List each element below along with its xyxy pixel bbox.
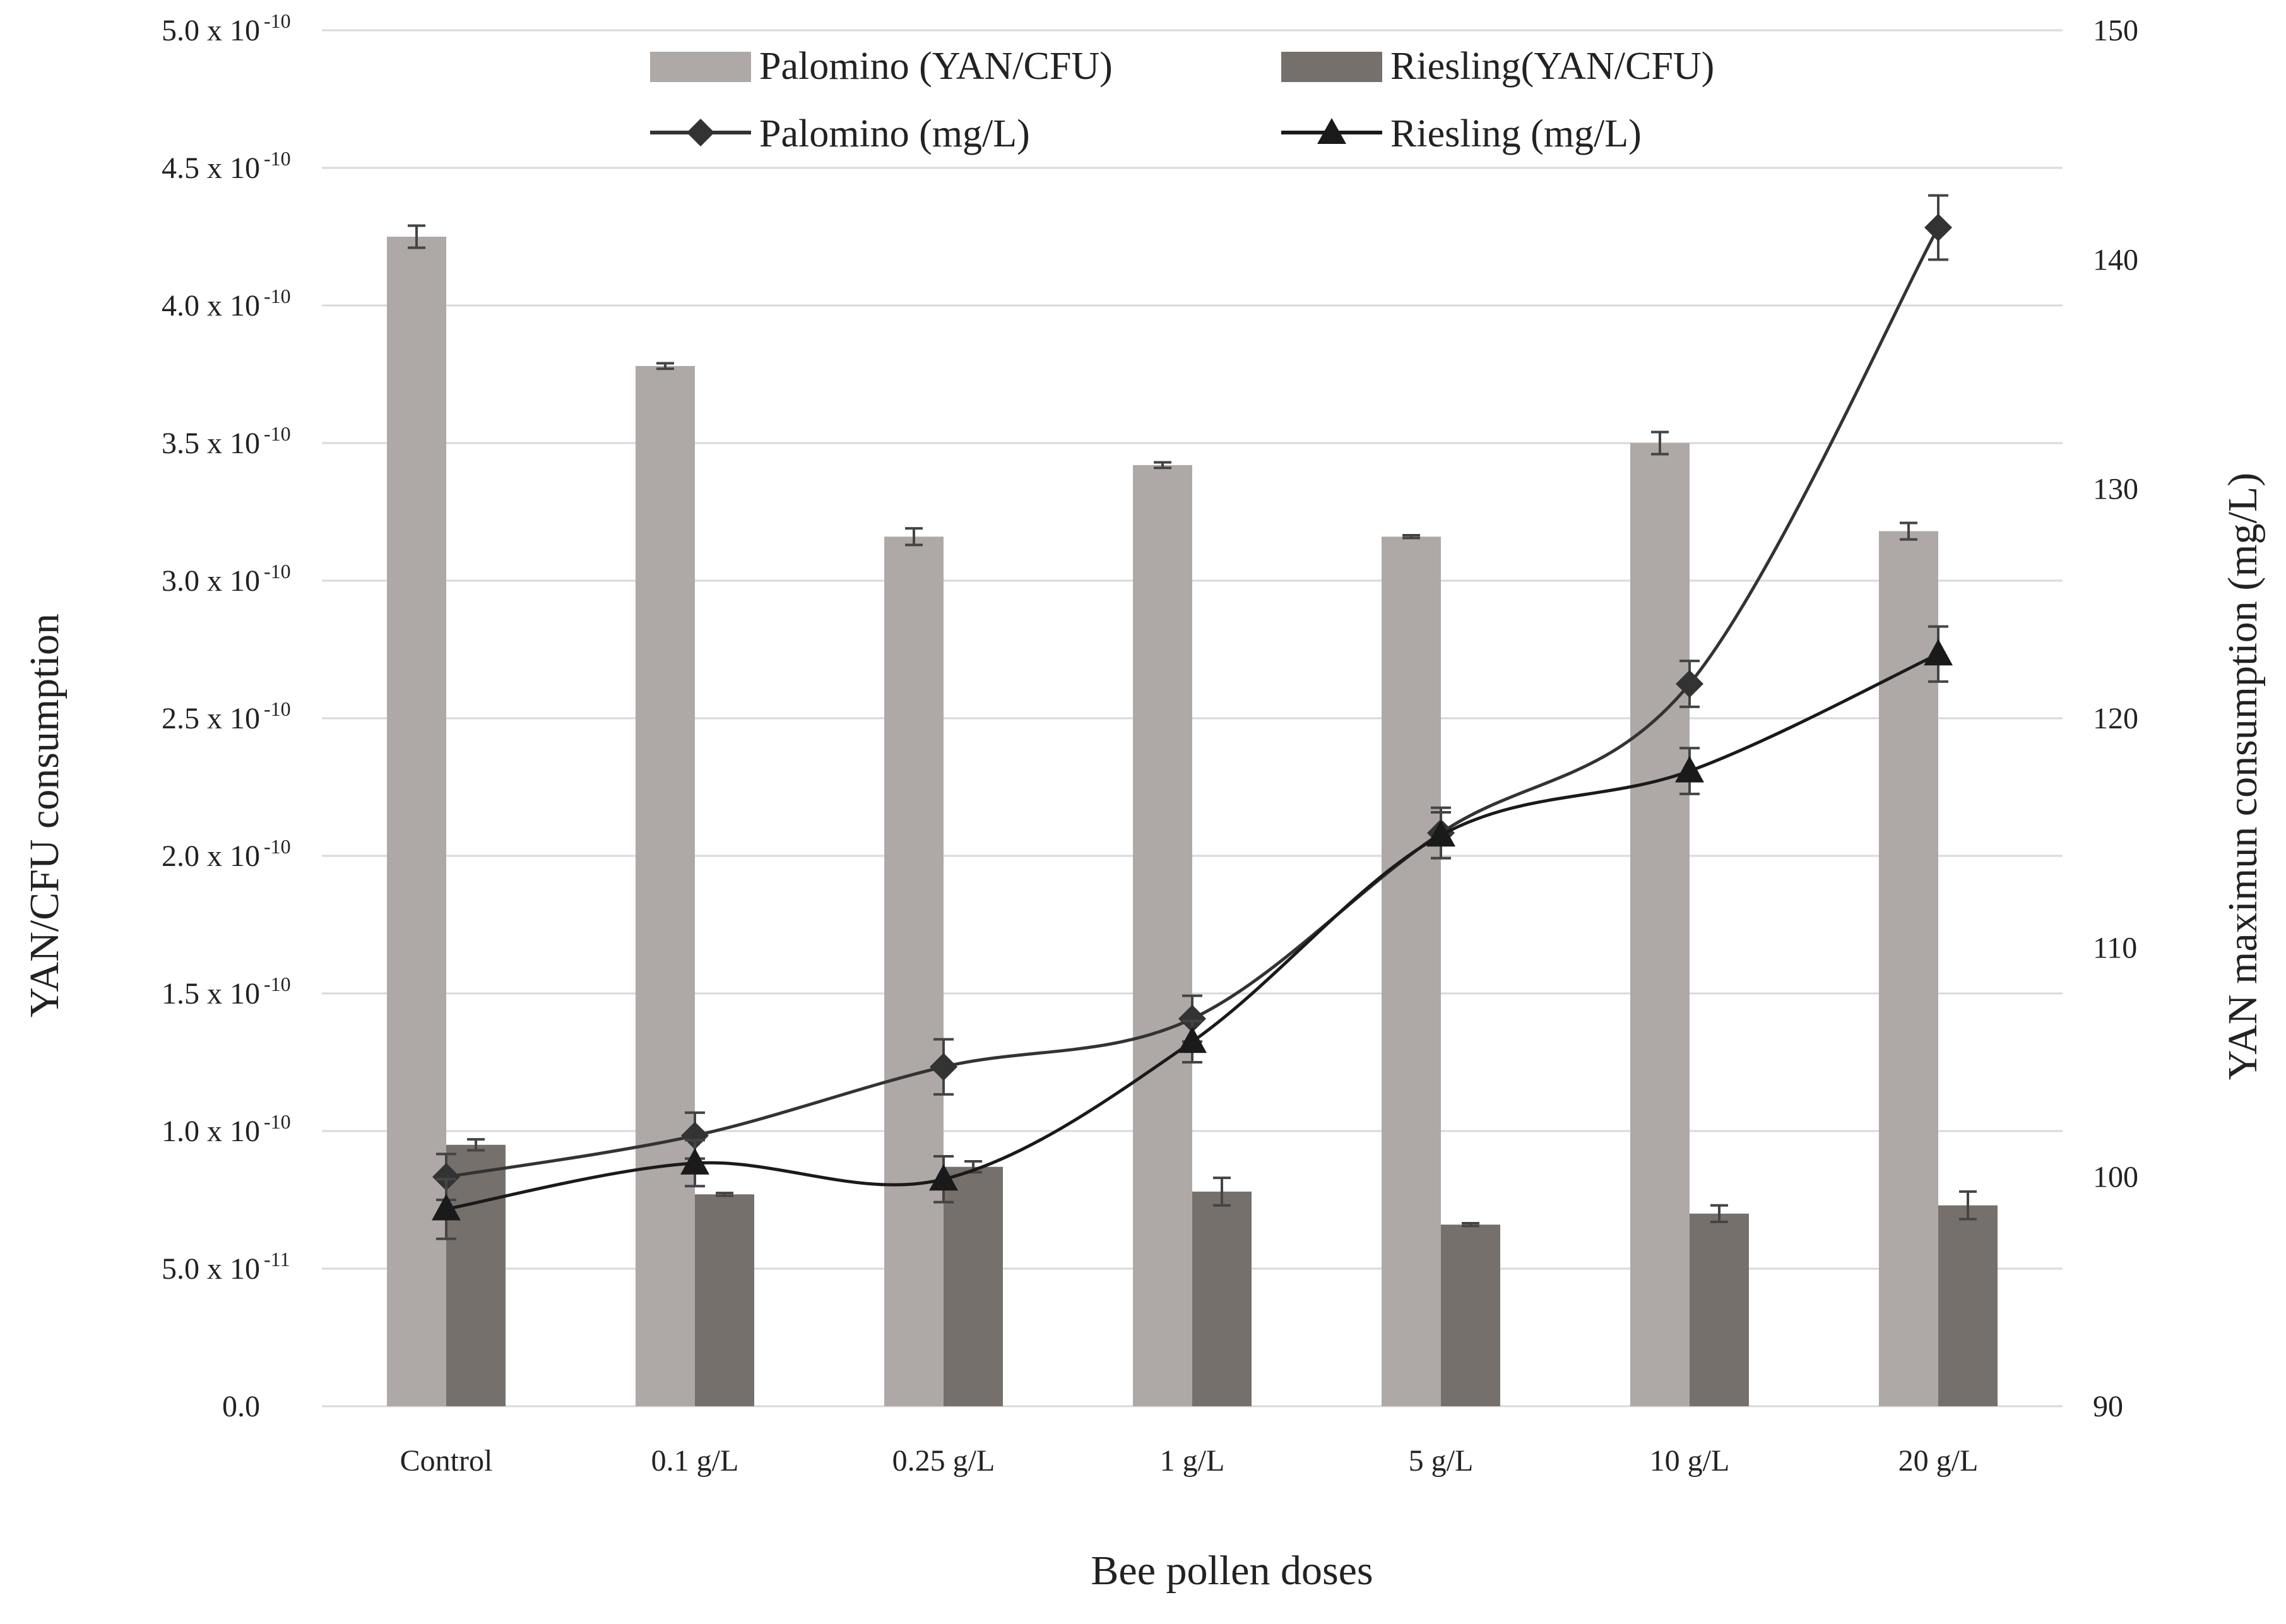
legend-marker-diamond	[687, 119, 714, 146]
point-riesling	[432, 1194, 461, 1221]
point-riesling	[1178, 1026, 1207, 1053]
y-tick-label: 5.0 x 10	[162, 1252, 260, 1286]
point-palomino	[681, 1122, 709, 1150]
left-axis-ticks: 0.05.0 x 10 -111.0 x 10 -101.5 x 10 -102.0 …	[162, 9, 291, 1423]
x-tick-label: Control	[400, 1444, 493, 1478]
x-tick-label: 0.25 g/L	[892, 1444, 995, 1478]
y-tick-label: 3.5 x 10	[162, 427, 260, 460]
y-tick-exponent: -10	[264, 560, 291, 583]
x-tick-label: 1 g/L	[1160, 1444, 1225, 1478]
point-palomino	[930, 1053, 957, 1081]
legend-swatch-palomino-bar	[650, 52, 751, 82]
y2-tick-label: 90	[2093, 1390, 2123, 1423]
bar-palomino	[636, 365, 695, 1407]
lines-layer	[432, 194, 1953, 1240]
bars-layer	[387, 224, 1998, 1407]
point-palomino	[1676, 670, 1703, 698]
point-riesling	[1924, 639, 1953, 666]
bar-riesling	[446, 1144, 506, 1406]
bar-palomino	[1382, 536, 1441, 1406]
bar-riesling	[1938, 1205, 1998, 1406]
legend-label-palomino-bar: Palomino (YAN/CFU)	[759, 45, 1113, 88]
y-tick-label: 2.5 x 10	[162, 702, 260, 735]
x-tick-label: 5 g/L	[1409, 1444, 1474, 1478]
point-palomino	[1178, 1004, 1206, 1033]
point-riesling	[680, 1147, 709, 1175]
point-riesling	[1675, 756, 1704, 783]
bar-riesling	[695, 1194, 754, 1406]
y-tick-label: 1.0 x 10	[162, 1115, 260, 1148]
y-tick-label: 4.0 x 10	[162, 289, 260, 323]
series-line-palomino	[446, 227, 1940, 1179]
x-tick-label: 20 g/L	[1898, 1444, 1979, 1478]
y-tick-label: 5.0 x 10	[162, 14, 260, 47]
y2-tick-label: 110	[2093, 931, 2137, 964]
y-tick-exponent: -10	[264, 422, 291, 445]
y-tick-label: 4.5 x 10	[162, 151, 260, 185]
legend-label-riesling-bar: Riesling(YAN/CFU)	[1390, 45, 1714, 88]
bar-palomino	[387, 237, 446, 1406]
x-tick-label: 0.1 g/L	[651, 1444, 739, 1478]
bar-riesling	[1441, 1224, 1500, 1406]
y2-tick-label: 100	[2093, 1161, 2138, 1194]
y-tick-exponent: -10	[264, 285, 291, 307]
legend: Palomino (YAN/CFU) Riesling(YAN/CFU) Pal…	[650, 45, 1714, 155]
y-tick-exponent: -10	[264, 835, 291, 858]
y2-tick-label: 150	[2093, 14, 2138, 47]
y-tick-exponent: -10	[264, 973, 291, 995]
y-tick-exponent: -11	[264, 1248, 290, 1271]
y-tick-exponent: -10	[264, 9, 291, 32]
legend-marker-triangle	[1317, 118, 1346, 144]
bar-riesling	[1192, 1191, 1252, 1406]
y-tick-exponent: -10	[264, 1110, 291, 1133]
bar-palomino	[1630, 443, 1690, 1406]
y-tick-exponent: -10	[264, 147, 291, 170]
legend-label-palomino-line: Palomino (mg/L)	[759, 112, 1030, 155]
legend-swatch-riesling-bar	[1281, 52, 1382, 82]
x-axis-ticks: Control 0.1 g/L 0.25 g/L 1 g/L 5 g/L 10 g/L 20…	[400, 1444, 1979, 1478]
x-axis-title: Bee pollen doses	[1091, 1548, 1373, 1594]
y2-tick-label: 120	[2093, 702, 2138, 735]
point-riesling	[929, 1164, 958, 1191]
y-tick-label: 0.0	[222, 1390, 260, 1423]
right-axis-ticks: 90 100 110 120 130 140 150	[2093, 14, 2138, 1423]
y-tick-label: 1.5 x 10	[162, 977, 260, 1011]
point-palomino	[432, 1163, 460, 1191]
bar-riesling	[944, 1166, 1003, 1406]
x-tick-label: 10 g/L	[1650, 1444, 1730, 1478]
y-tick-label: 2.0 x 10	[162, 839, 260, 873]
point-riesling	[1426, 820, 1455, 847]
legend-label-riesling-line: Riesling (mg/L)	[1390, 112, 1642, 155]
y-axis-title: YAN/CFU consumption	[21, 613, 68, 1017]
y2-axis-title: YAN maximun consumption (mg/L)	[2220, 473, 2266, 1080]
bar-palomino	[1133, 465, 1192, 1406]
bar-riesling	[1690, 1213, 1749, 1406]
point-palomino	[1924, 213, 1952, 242]
y-tick-label: 3.0 x 10	[162, 564, 260, 598]
bar-palomino	[884, 536, 944, 1406]
y2-tick-label: 140	[2093, 243, 2138, 276]
y2-tick-label: 130	[2093, 473, 2138, 506]
y-tick-exponent: -10	[264, 697, 291, 720]
